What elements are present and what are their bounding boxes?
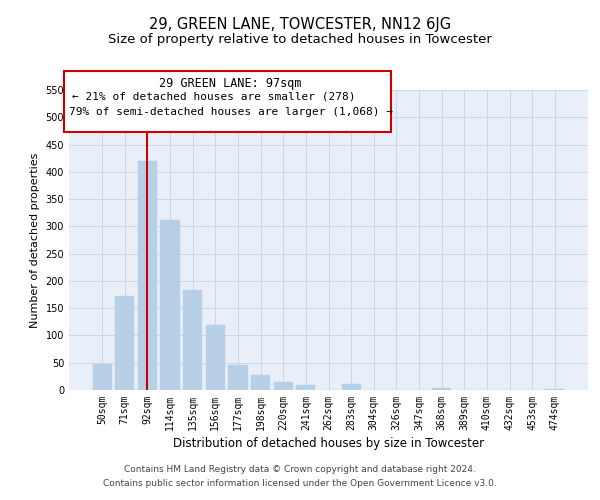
Text: 79% of semi-detached houses are larger (1,068) →: 79% of semi-detached houses are larger (…	[69, 107, 393, 117]
Bar	[341, 384, 361, 390]
Text: Size of property relative to detached houses in Towcester: Size of property relative to detached ho…	[108, 32, 492, 46]
Bar	[251, 374, 270, 390]
X-axis label: Distribution of detached houses by size in Towcester: Distribution of detached houses by size …	[173, 437, 484, 450]
Text: ← 21% of detached houses are smaller (278): ← 21% of detached houses are smaller (27…	[71, 92, 355, 102]
Bar	[160, 220, 180, 390]
Text: 29 GREEN LANE: 97sqm: 29 GREEN LANE: 97sqm	[158, 76, 301, 90]
Text: Contains HM Land Registry data © Crown copyright and database right 2024.
Contai: Contains HM Land Registry data © Crown c…	[103, 466, 497, 487]
FancyBboxPatch shape	[64, 70, 391, 132]
Bar	[183, 290, 202, 390]
Y-axis label: Number of detached properties: Number of detached properties	[30, 152, 40, 328]
Bar	[206, 324, 225, 390]
Bar	[115, 296, 134, 390]
Bar	[138, 161, 157, 390]
Bar	[432, 388, 451, 390]
Bar	[92, 364, 112, 390]
Bar	[274, 382, 293, 390]
Text: 29, GREEN LANE, TOWCESTER, NN12 6JG: 29, GREEN LANE, TOWCESTER, NN12 6JG	[149, 18, 451, 32]
Bar	[545, 389, 565, 390]
Bar	[296, 384, 316, 390]
Bar	[229, 365, 248, 390]
